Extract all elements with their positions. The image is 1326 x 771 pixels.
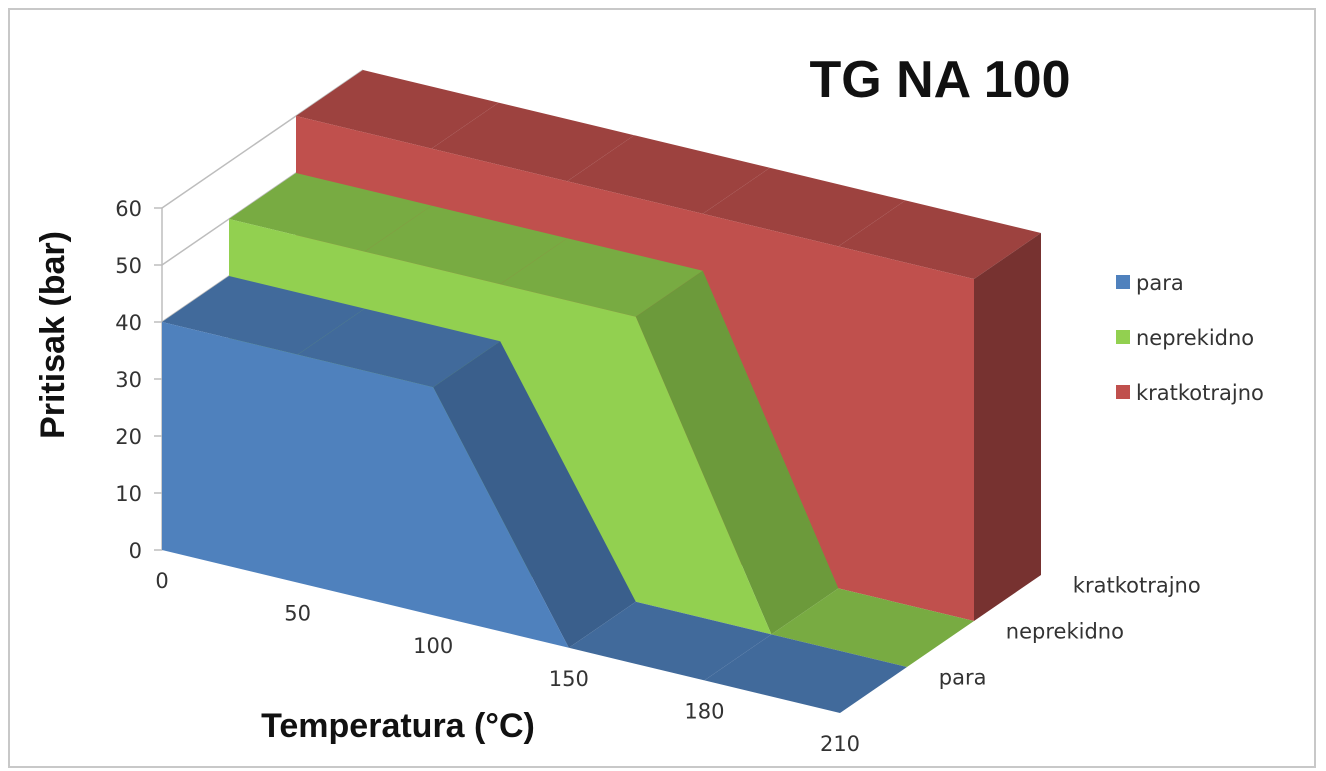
y-tick-label: 10: [115, 482, 142, 506]
x-tick-label: 100: [413, 634, 453, 658]
x-ticks: 0 50 100 150 180 210: [155, 569, 860, 756]
legend-swatch: [1116, 275, 1130, 289]
y-tick-label: 0: [129, 539, 142, 563]
series-front-face: [162, 322, 840, 713]
y-tick-label: 30: [115, 368, 142, 392]
series-top-face: [500, 238, 703, 317]
series-top-face: [771, 588, 974, 667]
legend-label: neprekidno: [1136, 326, 1254, 350]
depth-ticks: para neprekidno kratkotrajno: [939, 574, 1201, 690]
series-top-face: [567, 135, 770, 214]
series-top-face: [229, 173, 432, 252]
series-slope-face: [635, 270, 839, 635]
series-top-face: [364, 205, 568, 285]
x-tick-label: 0: [155, 569, 168, 593]
series-end-face: [974, 233, 1041, 621]
legend: para neprekidno kratkotrajno: [1116, 271, 1264, 405]
y-tick-label: 50: [115, 254, 142, 278]
legend-label: kratkotrajno: [1136, 381, 1264, 405]
series-top-face: [704, 634, 907, 713]
legend-label: para: [1136, 271, 1184, 295]
chart-title: TG NA 100: [809, 51, 1070, 109]
series-para: [162, 276, 907, 713]
series-top-face: [296, 70, 499, 149]
series-top-face: [431, 102, 635, 182]
y-tick-label: 20: [115, 425, 142, 449]
series-top-face: [838, 200, 1041, 279]
series-layer: [162, 70, 1041, 713]
legend-item-para: para: [1116, 271, 1184, 295]
y-tick-label: 40: [115, 311, 142, 335]
depth-tick-label: para: [939, 666, 987, 690]
legend-item-kratkotrajno: kratkotrajno: [1116, 381, 1264, 405]
y-axis-title: Pritisak (bar): [34, 231, 72, 439]
x-tick-label: 50: [284, 602, 311, 626]
y-tick-label: 60: [115, 197, 142, 221]
series-top-face: [162, 276, 365, 355]
x-tick-label: 180: [684, 699, 724, 723]
series-slope-face: [433, 341, 636, 648]
y-ticks: 0 10 20 30 40 50 60: [115, 197, 162, 563]
x-tick-label: 150: [549, 667, 589, 691]
series-top-face: [702, 167, 906, 247]
series-top-face: [297, 308, 501, 388]
legend-swatch: [1116, 330, 1130, 344]
x-tick-label: 210: [820, 732, 860, 756]
x-axis-title: Temperatura (°C): [261, 707, 535, 745]
depth-tick-label: kratkotrajno: [1073, 574, 1201, 598]
legend-swatch: [1116, 385, 1130, 399]
series-top-face: [568, 601, 772, 681]
legend-item-neprekidno: neprekidno: [1116, 326, 1254, 350]
depth-tick-label: neprekidno: [1006, 620, 1124, 644]
